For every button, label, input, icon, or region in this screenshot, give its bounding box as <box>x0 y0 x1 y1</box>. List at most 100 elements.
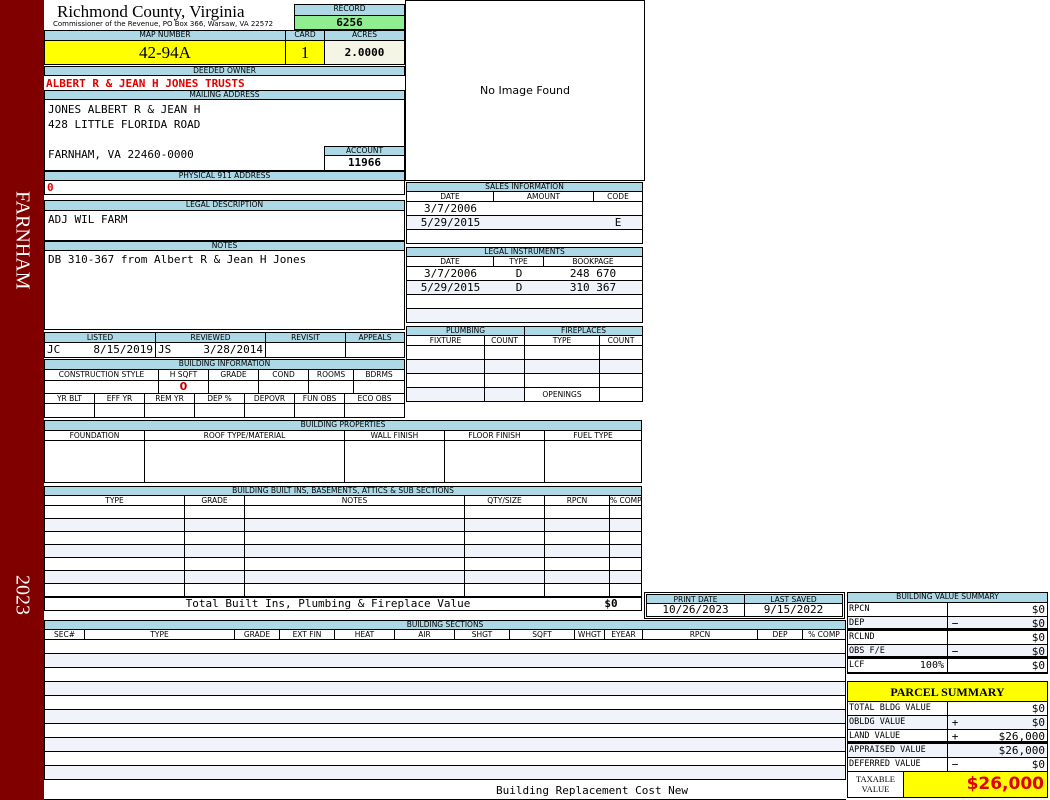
column-header: HEAT <box>335 630 395 639</box>
column-header: SHGT <box>455 630 510 639</box>
column-header: % COMP <box>808 630 840 639</box>
card-number: 1 <box>285 40 325 65</box>
summary-row: LAND VALUE + $26,000 <box>848 730 1047 744</box>
table-cell <box>245 571 465 583</box>
table-cell <box>185 506 245 518</box>
table-cell <box>610 584 641 596</box>
sales-title: SALES INFORMATION <box>406 182 643 192</box>
summary-label-cell: APPRAISED VALUE <box>848 744 948 757</box>
parcel-summary: PARCEL SUMMARY TOTAL BLDG VALUE $0 OBLDG V… <box>847 681 1048 798</box>
column-header: GRADE <box>235 630 280 639</box>
table-cell <box>600 346 642 359</box>
table-cell <box>185 545 245 557</box>
column-header: RPCN <box>545 496 610 505</box>
table-row <box>44 668 846 682</box>
column-header: RPCN <box>643 630 758 639</box>
physical-address: 0 <box>44 180 405 195</box>
mailing-line-3: FARNHAM, VA 22460-0000 <box>48 148 194 161</box>
column-header: TYPE <box>45 496 185 505</box>
col-type: TYPE <box>525 336 600 345</box>
table-cell <box>465 506 545 518</box>
table-row <box>44 738 846 752</box>
instrument-bookpage <box>544 309 642 322</box>
table-row <box>44 654 846 668</box>
table-cell <box>545 571 610 583</box>
sales-code: E <box>614 216 622 229</box>
col-fixture: FIXTURE <box>407 336 485 345</box>
table-cell <box>185 532 245 544</box>
table-row <box>44 752 846 766</box>
table-row <box>44 545 642 558</box>
column-header: ROOMS <box>309 370 354 380</box>
table-cell <box>45 640 845 653</box>
print-date-label: PRINT DATE <box>647 595 745 603</box>
openings-label: OPENINGS <box>525 388 600 401</box>
table-cell <box>525 374 600 387</box>
column-header: EXT FIN <box>280 630 335 639</box>
summary-label: DEFERRED VALUE <box>849 759 921 769</box>
table-cell <box>245 558 465 570</box>
building-information: BUILDING INFORMATION CONSTRUCTION STYLE H… <box>44 359 405 418</box>
summary-label: LCF <box>849 660 865 670</box>
table-cell <box>245 545 465 557</box>
table-row <box>44 724 846 738</box>
table-row <box>44 558 642 571</box>
table-cell <box>485 346 524 359</box>
sales-code <box>594 202 642 215</box>
sales-amount <box>494 230 594 243</box>
summary-operator <box>948 603 962 616</box>
parcel-summary-title: PARCEL SUMMARY <box>848 682 1047 702</box>
table-row <box>44 640 846 654</box>
table-cell <box>45 545 185 557</box>
table-cell <box>465 584 545 596</box>
column-header: COND <box>259 370 309 380</box>
table-cell <box>610 571 641 583</box>
column-header: % COMP <box>610 496 641 505</box>
properties-title: BUILDING PROPERTIES <box>44 420 642 431</box>
table-cell <box>45 506 185 518</box>
summary-value: $0 <box>1031 758 1045 771</box>
summary-label: APPRAISED VALUE <box>849 745 926 755</box>
column-header: AIR <box>395 630 455 639</box>
table-cell <box>45 571 185 583</box>
mailing-address: JONES ALBERT R & JEAN H 428 LITTLE FLORID… <box>44 99 405 171</box>
table-cell <box>185 584 245 596</box>
sales-amount <box>494 202 594 215</box>
table-cell <box>45 696 845 709</box>
legal-description: ADJ WIL FARM <box>44 210 405 241</box>
summary-label-cell: LAND VALUE <box>848 730 948 741</box>
column-header: DEP % <box>195 394 245 403</box>
hsqft-value: 0 <box>159 381 209 393</box>
table-cell <box>245 506 465 518</box>
col-count: COUNT <box>491 336 518 345</box>
column-header: FLOOR FINISH <box>445 431 545 440</box>
table-row <box>406 360 525 374</box>
sales-date: 3/7/2006 <box>424 202 477 215</box>
summary-value: $26,000 <box>998 730 1045 743</box>
table-cell <box>465 519 545 531</box>
sales-code <box>594 230 642 243</box>
column-header: BDRMS <box>365 370 393 379</box>
last-saved-label: LAST SAVED <box>770 595 817 603</box>
table-row <box>406 346 525 360</box>
summary-row: APPRAISED VALUE $26,000 <box>848 744 1047 758</box>
table-cell <box>465 558 545 570</box>
instrument-type <box>494 309 544 322</box>
table-cell <box>545 558 610 570</box>
col-code: CODE <box>607 192 629 201</box>
table-row <box>44 682 846 696</box>
summary-label-cell: RCLND <box>848 631 948 644</box>
appeals-label: APPEALS <box>358 333 392 342</box>
building-properties: BUILDING PROPERTIES FOUNDATION ROOF TYPE/… <box>44 420 642 483</box>
instrument-date: 5/29/2015 <box>420 281 481 294</box>
table-cell <box>45 584 185 596</box>
table-row <box>524 346 643 360</box>
table-cell <box>545 545 610 557</box>
table-cell <box>45 532 185 544</box>
column-header: EYEAR <box>605 630 643 639</box>
summary-row: RPCN $0 <box>848 603 1047 617</box>
taxable-value: $26,000 <box>904 772 1047 797</box>
table-cell <box>610 519 641 531</box>
column-header: EFF YR <box>95 394 145 403</box>
summary-label-cell: DEFERRED VALUE <box>848 758 948 771</box>
